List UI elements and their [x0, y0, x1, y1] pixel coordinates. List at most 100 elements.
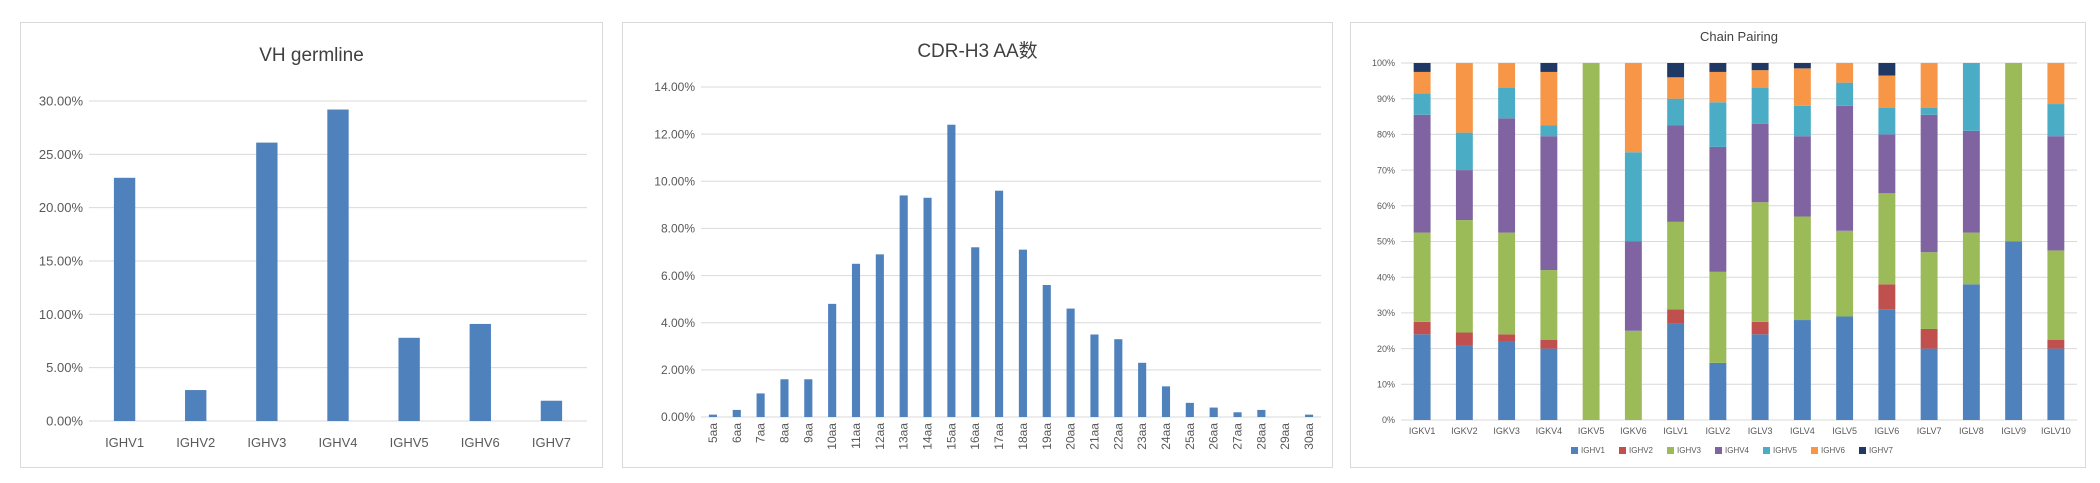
bar-IGLV2-IGHV7 — [1709, 63, 1727, 72]
bar-IGKV1-IGHV6 — [1413, 71, 1431, 94]
bar-25aa — [1185, 402, 1194, 417]
x-tick-label: 24aa — [1159, 423, 1173, 450]
x-tick-label: IGLV4 — [1790, 426, 1815, 436]
bar-IGHV5 — [398, 337, 420, 421]
bar-IGLV1-IGHV6 — [1667, 77, 1685, 99]
legend-label-IGHV1: IGHV1 — [1581, 446, 1606, 455]
legend-label-IGHV5: IGHV5 — [1773, 446, 1798, 455]
legend-swatch-IGHV7 — [1859, 447, 1866, 454]
bar-IGLV2-IGHV1 — [1709, 362, 1727, 420]
y-tick-label: 20% — [1377, 344, 1395, 354]
x-tick-label: IGLV10 — [2041, 426, 2071, 436]
bar-IGLV4-IGHV4 — [1793, 136, 1811, 217]
y-tick-label: 10% — [1377, 379, 1395, 389]
bar-IGLV2-IGHV3 — [1709, 271, 1727, 363]
bar-IGKV6-IGHV4 — [1624, 241, 1642, 331]
x-tick-label: 23aa — [1135, 423, 1149, 450]
x-tick-label: IGKV5 — [1578, 426, 1605, 436]
x-tick-label: 27aa — [1231, 423, 1245, 450]
bar-IGLV1-IGHV3 — [1667, 221, 1685, 310]
x-tick-label: IGLV3 — [1748, 426, 1773, 436]
chart-title: VH germline — [259, 45, 364, 66]
y-tick-label: 10.00% — [39, 307, 84, 322]
bar-IGKV4-IGHV4 — [1540, 136, 1558, 271]
legend-swatch-IGHV6 — [1811, 447, 1818, 454]
bar-IGKV2-IGHV5 — [1455, 132, 1473, 171]
legend-swatch-IGHV2 — [1619, 447, 1626, 454]
x-tick-label: 12aa — [873, 423, 887, 450]
x-tick-label: IGLV1 — [1663, 426, 1688, 436]
bar-IGLV2-IGHV4 — [1709, 146, 1727, 272]
bar-18aa — [1018, 249, 1027, 417]
y-tick-label: 90% — [1377, 94, 1395, 104]
x-tick-label: 22aa — [1111, 423, 1125, 450]
bar-IGLV6-IGHV6 — [1878, 75, 1896, 108]
bar-IGLV8-IGHV5 — [1962, 63, 1980, 131]
bar-19aa — [1042, 285, 1051, 417]
x-tick-label: IGKV3 — [1493, 426, 1520, 436]
legend-label-IGHV6: IGHV6 — [1821, 446, 1846, 455]
y-tick-label: 8.00% — [661, 222, 695, 236]
bar-IGKV4-IGHV3 — [1540, 270, 1558, 340]
x-tick-label: IGHV5 — [390, 435, 429, 450]
x-tick-label: 28aa — [1254, 423, 1268, 450]
x-tick-label: IGHV6 — [461, 435, 500, 450]
bar-IGLV6-IGHV5 — [1878, 107, 1896, 135]
x-tick-label: IGLV7 — [1917, 426, 1942, 436]
y-tick-label: 0.00% — [661, 410, 695, 424]
x-tick-label: IGKV1 — [1409, 426, 1436, 436]
bar-IGLV3-IGHV4 — [1751, 123, 1769, 203]
x-tick-label: IGHV7 — [532, 435, 571, 450]
bar-IGKV1-IGHV5 — [1413, 93, 1431, 115]
bar-5aa — [708, 414, 717, 417]
legend-swatch-IGHV3 — [1667, 447, 1674, 454]
bar-IGHV4 — [327, 109, 349, 422]
bar-IGLV4-IGHV7 — [1793, 63, 1811, 69]
bar-IGKV1-IGHV1 — [1413, 334, 1431, 420]
vh-germline-chart: VH germline 0.00% 5.00% 10.00% 15.00% 20.00% 2… — [39, 45, 587, 450]
bar-IGKV2-IGHV4 — [1455, 170, 1473, 221]
x-tick-label: 17aa — [992, 423, 1006, 450]
bar-IGKV3-IGHV1 — [1498, 341, 1516, 420]
bar-IGLV7-IGHV1 — [1920, 348, 1938, 420]
x-tick-label: 5aa — [706, 423, 720, 443]
bar-IGKV6-IGHV3 — [1624, 330, 1642, 420]
x-tick-label: 30aa — [1302, 423, 1316, 450]
legend-label-IGHV4: IGHV4 — [1725, 446, 1750, 455]
legend-swatch-IGHV1 — [1571, 447, 1578, 454]
x-tick-label: 11aa — [849, 423, 863, 449]
bar-IGLV6-IGHV2 — [1878, 284, 1896, 310]
y-tick-label: 100% — [1372, 58, 1395, 68]
bar-IGKV6-IGHV5 — [1624, 152, 1642, 242]
bar-IGHV1 — [113, 177, 136, 421]
bar-IGKV1-IGHV4 — [1413, 114, 1431, 233]
bar-IGLV3-IGHV2 — [1751, 321, 1769, 335]
bar-IGLV2-IGHV5 — [1709, 102, 1727, 147]
y-tick-label: 50% — [1377, 237, 1395, 247]
legend-label-IGHV7: IGHV7 — [1869, 446, 1894, 455]
bar-27aa — [1233, 412, 1242, 417]
x-tick-label: 16aa — [968, 423, 982, 450]
x-tick-label: 20aa — [1064, 423, 1078, 450]
x-tick-label: 26aa — [1207, 423, 1221, 450]
bar-IGLV8-IGHV1 — [1962, 284, 1980, 420]
legend-swatch-IGHV4 — [1715, 447, 1722, 454]
y-tick-label: 5.00% — [46, 360, 83, 375]
x-tick-label: 25aa — [1183, 423, 1197, 450]
bar-23aa — [1138, 362, 1147, 417]
y-tick-label: 70% — [1377, 165, 1395, 175]
bar-IGLV3-IGHV7 — [1751, 63, 1769, 71]
bar-IGLV4-IGHV3 — [1793, 216, 1811, 321]
bar-IGLV6-IGHV7 — [1878, 63, 1896, 76]
bar-IGKV3-IGHV5 — [1498, 87, 1516, 119]
bar-IGLV9-IGHV3 — [2005, 63, 2023, 242]
x-tick-label: 19aa — [1040, 423, 1054, 450]
y-tick-label: 0.00% — [46, 414, 83, 429]
bar-IGKV4-IGHV1 — [1540, 348, 1558, 420]
bar-IGHV3 — [256, 142, 278, 421]
bar-IGKV5-IGHV3 — [1582, 63, 1600, 420]
bar-8aa — [780, 379, 789, 417]
bar-IGLV7-IGHV2 — [1920, 328, 1938, 349]
bar-IGLV10-IGHV4 — [2047, 136, 2065, 251]
bar-IGKV3-IGHV6 — [1498, 63, 1516, 88]
